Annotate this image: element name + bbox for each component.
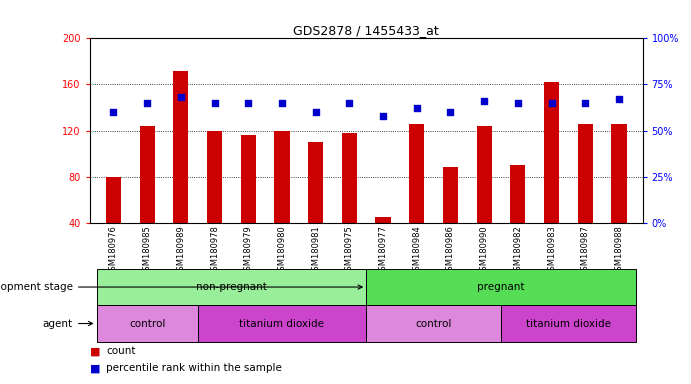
Bar (274, 131, 290, 223)
Point (445, 109, 456, 115)
Point (614, 96, 625, 102)
Bar (477, 126, 492, 223)
Bar (173, 71, 189, 223)
Text: ■: ■ (90, 363, 100, 373)
Bar (511, 165, 525, 223)
Bar (366, 269, 636, 305)
Bar (97, 269, 366, 305)
Bar (612, 124, 627, 223)
Text: titanium dioxide: titanium dioxide (526, 318, 611, 329)
Text: control: control (129, 318, 165, 329)
Bar (308, 142, 323, 223)
Bar (501, 305, 636, 342)
Point (243, 100, 254, 106)
Point (479, 98, 490, 104)
Point (276, 100, 287, 106)
Point (176, 94, 187, 101)
Title: GDS2878 / 1455433_at: GDS2878 / 1455433_at (294, 24, 439, 37)
Point (142, 100, 153, 106)
Bar (366, 305, 501, 342)
Text: pregnant: pregnant (477, 282, 524, 292)
Text: ■: ■ (90, 346, 100, 356)
Text: development stage: development stage (0, 282, 362, 292)
Text: control: control (415, 318, 452, 329)
Point (513, 100, 524, 106)
Text: titanium dioxide: titanium dioxide (240, 318, 325, 329)
Bar (97, 305, 198, 342)
Text: percentile rank within the sample: percentile rank within the sample (106, 363, 283, 373)
Bar (198, 305, 366, 342)
Text: agent: agent (43, 318, 93, 329)
Bar (106, 177, 121, 223)
Bar (409, 124, 424, 223)
Bar (140, 126, 155, 223)
Bar (443, 167, 458, 223)
Text: count: count (106, 346, 136, 356)
Bar (544, 82, 559, 223)
Bar (240, 135, 256, 223)
Point (377, 113, 388, 119)
Bar (207, 131, 222, 223)
Point (411, 105, 422, 111)
Point (546, 100, 557, 106)
Point (344, 100, 355, 106)
Bar (578, 124, 593, 223)
Point (310, 109, 321, 115)
Point (108, 109, 119, 115)
Bar (375, 217, 390, 223)
Point (209, 100, 220, 106)
Text: non-pregnant: non-pregnant (196, 282, 267, 292)
Bar (342, 133, 357, 223)
Point (580, 100, 591, 106)
